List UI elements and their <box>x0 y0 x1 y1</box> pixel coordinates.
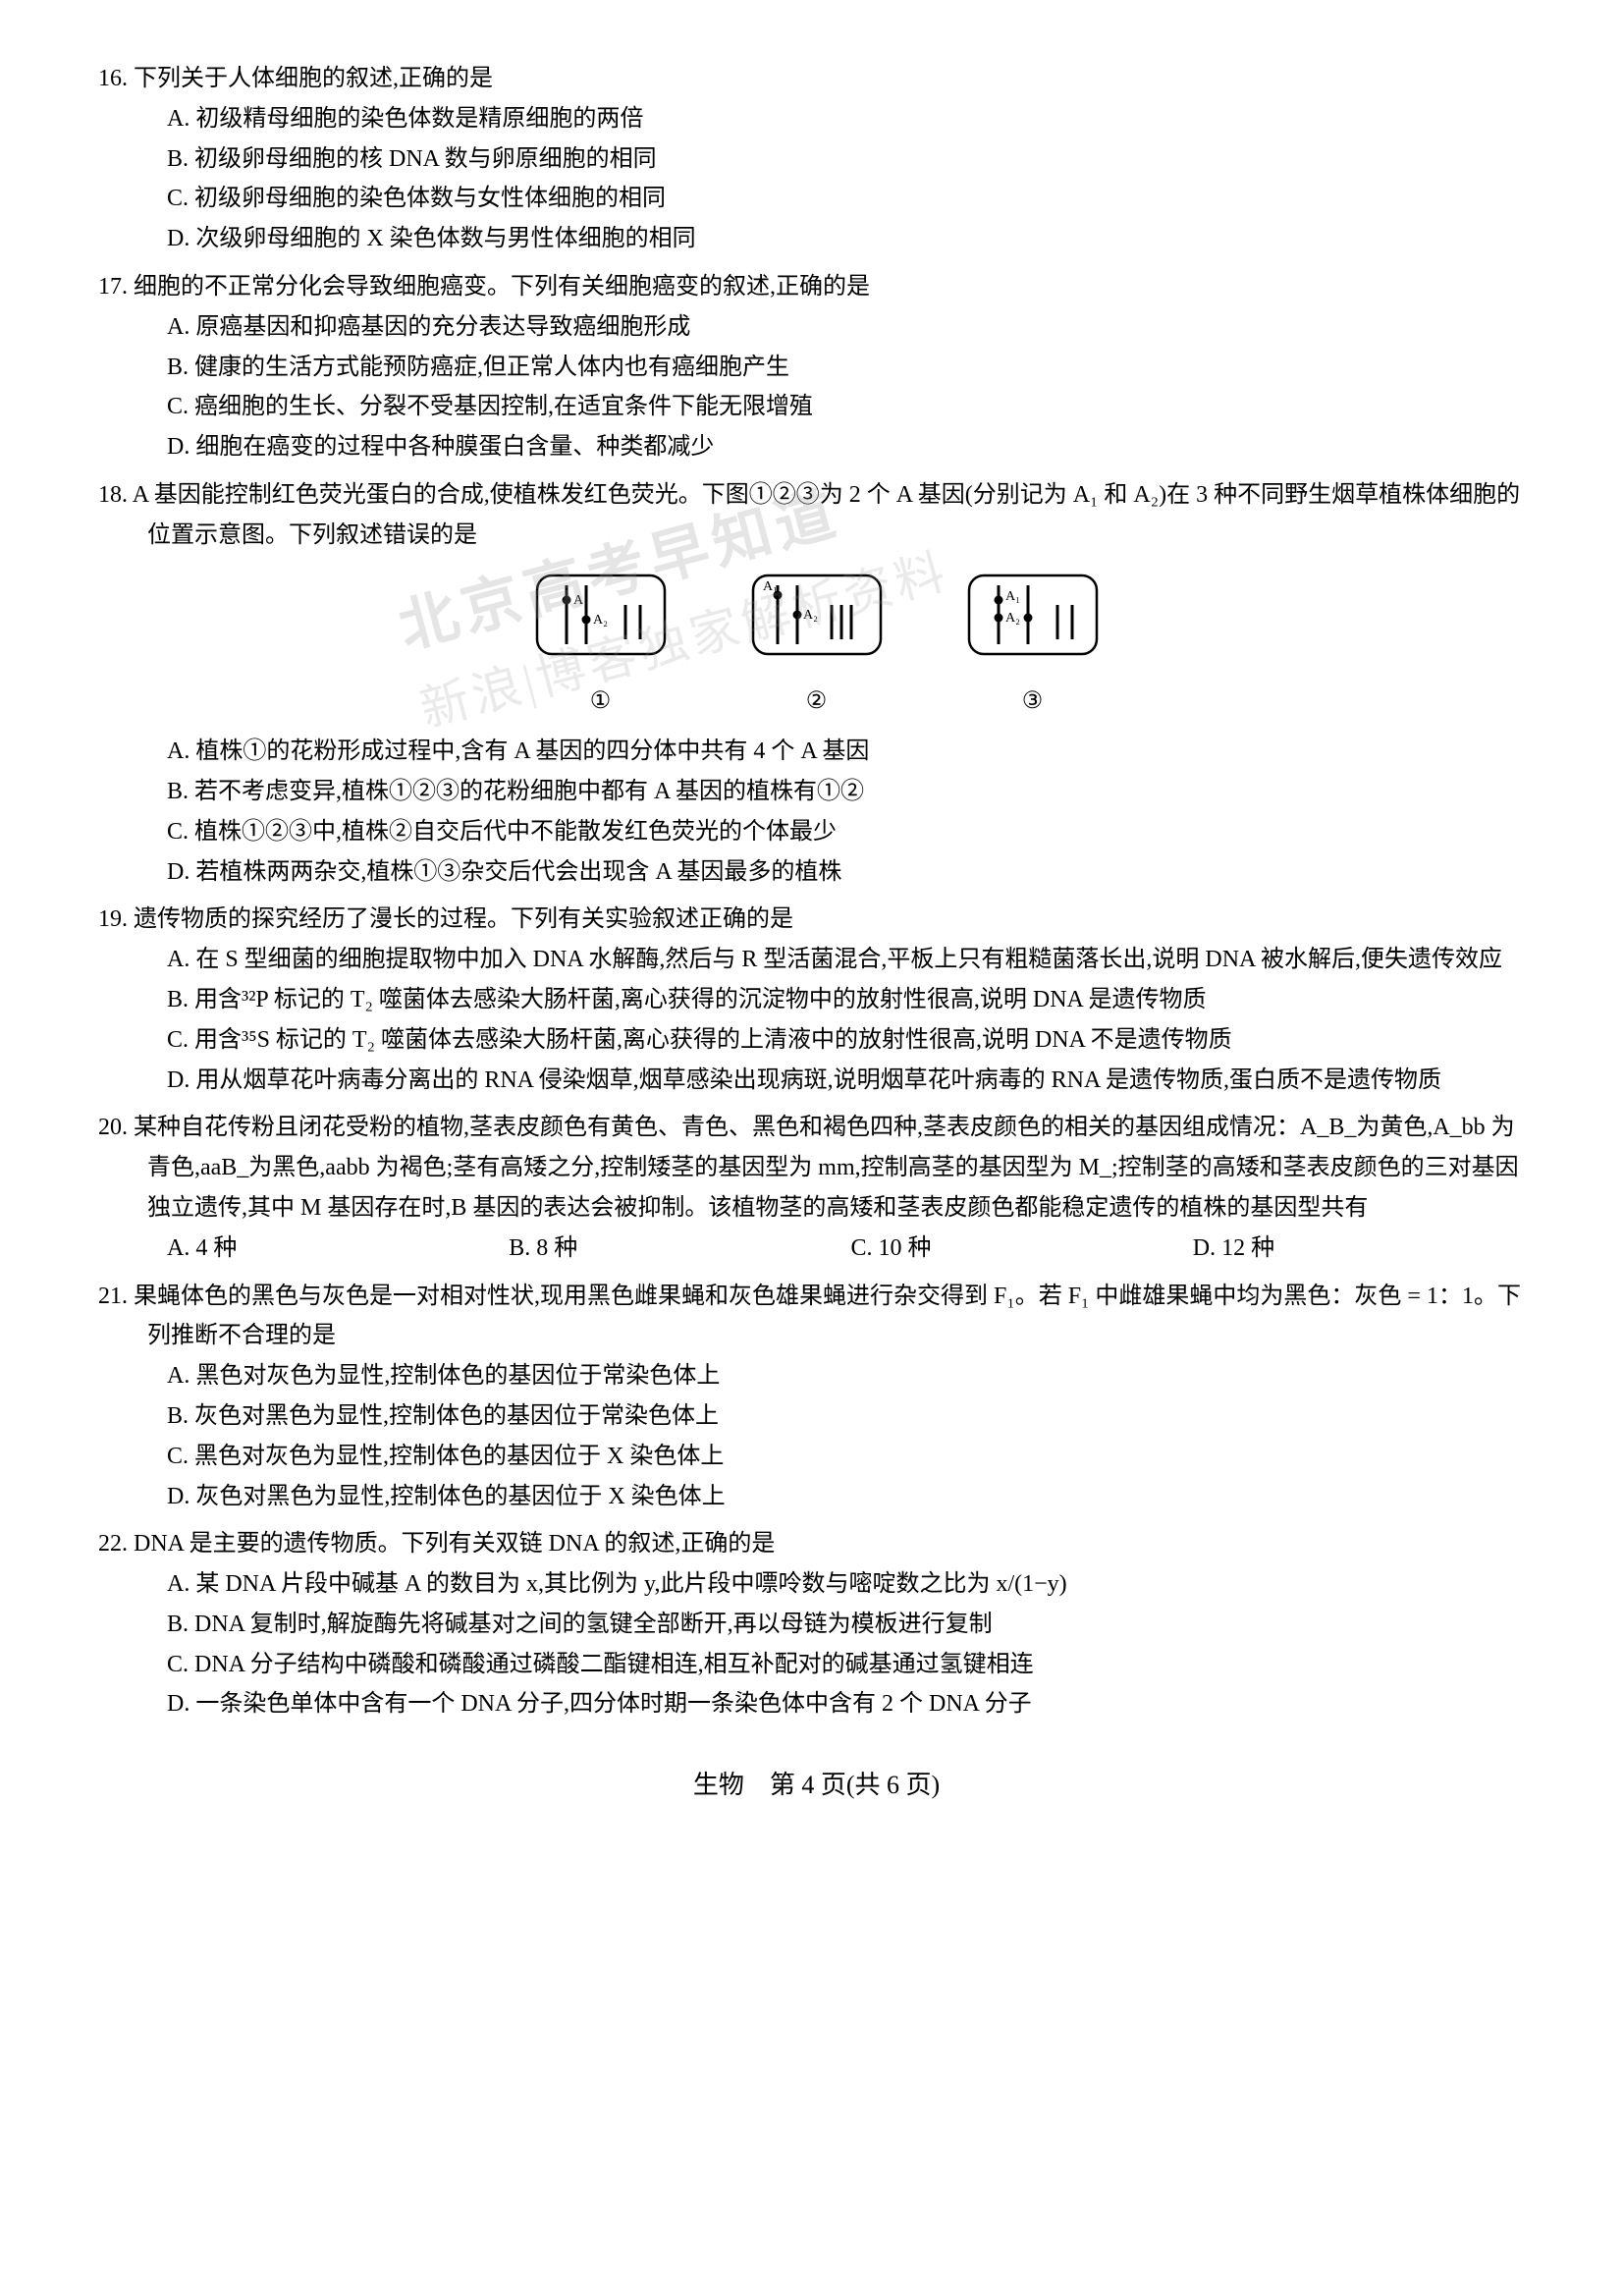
q20-num: 20. <box>98 1115 128 1140</box>
q19-num: 19. <box>98 906 128 932</box>
q21-option-c: C. 黑色对灰色为显性,控制体色的基因位于 X 染色体上 <box>167 1437 1535 1477</box>
q18-stem: 18. A 基因能控制红色荧光蛋白的合成,使植株发红色荧光。下图①②③为 2 个… <box>98 475 1535 556</box>
diagram-3-label: ③ <box>964 682 1102 722</box>
diagram-2-label: ② <box>748 682 886 722</box>
q17-num: 17. <box>98 274 128 300</box>
q16-option-b: B. 初级卵母细胞的核 DNA 数与卵原细胞的相同 <box>167 139 1535 180</box>
q20-option-c: C. 10 种 <box>851 1229 1193 1269</box>
question-17: 17. 细胞的不正常分化会导致细胞癌变。下列有关细胞癌变的叙述,正确的是 A. … <box>98 267 1535 467</box>
q19-stem-text: 遗传物质的探究经历了漫长的过程。下列有关实验叙述正确的是 <box>134 906 793 932</box>
q18-option-d: D. 若植株两两杂交,植株①③杂交后代会出现含 A 基因最多的植株 <box>167 852 1535 893</box>
page-footer: 生物 第 4 页(共 6 页) <box>98 1764 1535 1807</box>
q16-option-d: D. 次级卵母细胞的 X 染色体数与男性体细胞的相同 <box>167 219 1535 259</box>
question-16: 16. 下列关于人体细胞的叙述,正确的是 A. 初级精母细胞的染色体数是精原细胞… <box>98 59 1535 259</box>
q20-stem: 20. 某种自花传粉且闭花受粉的植物,茎表皮颜色有黄色、青色、黑色和褐色四种,茎… <box>98 1108 1535 1228</box>
q20-stem-text: 某种自花传粉且闭花受粉的植物,茎表皮颜色有黄色、青色、黑色和褐色四种,茎表皮颜色… <box>134 1115 1519 1221</box>
q20-option-a: A. 4 种 <box>167 1229 509 1269</box>
q18-num: 18. <box>98 482 128 508</box>
q16-option-a: A. 初级精母细胞的染色体数是精原细胞的两倍 <box>167 99 1535 139</box>
q21-option-b: B. 灰色对黑色为显性,控制体色的基因位于常染色体上 <box>167 1396 1535 1437</box>
q16-stem-text: 下列关于人体细胞的叙述,正确的是 <box>134 66 493 91</box>
question-18: 18. A 基因能控制红色荧光蛋白的合成,使植株发红色荧光。下图①②③为 2 个… <box>98 475 1535 892</box>
cell-svg-1: A₁ A₂ <box>532 571 670 669</box>
question-21: 21. 果蝇体色的黑色与灰色是一对相对性状,现用黑色雌果蝇和灰色雄果蝇进行杂交得… <box>98 1277 1535 1517</box>
svg-text:A₂: A₂ <box>803 608 818 623</box>
q19-option-c: C. 用含³⁵S 标记的 T₂ 噬菌体去感染大肠杆菌,离心获得的上清液中的放射性… <box>167 1020 1535 1061</box>
q22-stem-text: DNA 是主要的遗传物质。下列有关双链 DNA 的叙述,正确的是 <box>134 1531 775 1557</box>
q16-option-c: C. 初级卵母细胞的染色体数与女性体细胞的相同 <box>167 179 1535 219</box>
q19-option-b: B. 用含³²P 标记的 T₂ 噬菌体去感染大肠杆菌,离心获得的沉淀物中的放射性… <box>167 980 1535 1020</box>
q21-option-a: A. 黑色对灰色为显性,控制体色的基因位于常染色体上 <box>167 1356 1535 1396</box>
q22-option-a: A. 某 DNA 片段中碱基 A 的数目为 x,其比例为 y,此片段中嘌呤数与嘧… <box>167 1564 1535 1605</box>
q18-diagrams: A₁ A₂ ① A₁ A₂ <box>98 571 1535 723</box>
svg-text:A₂: A₂ <box>1005 611 1020 626</box>
q19-option-a: A. 在 S 型细菌的细胞提取物中加入 DNA 水解酶,然后与 R 型活菌混合,… <box>167 940 1535 980</box>
q18-option-b: B. 若不考虑变异,植株①②③的花粉细胞中都有 A 基因的植株有①② <box>167 772 1535 812</box>
q17-option-a: A. 原癌基因和抑癌基因的充分表达导致癌细胞形成 <box>167 307 1535 348</box>
diagram-1-label: ① <box>532 682 670 722</box>
q17-option-d: D. 细胞在癌变的过程中各种膜蛋白含量、种类都减少 <box>167 427 1535 467</box>
q21-stem-text: 果蝇体色的黑色与灰色是一对相对性状,现用黑色雌果蝇和灰色雄果蝇进行杂交得到 F₁… <box>134 1284 1521 1349</box>
q21-stem: 21. 果蝇体色的黑色与灰色是一对相对性状,现用黑色雌果蝇和灰色雄果蝇进行杂交得… <box>98 1277 1535 1357</box>
q22-option-b: B. DNA 复制时,解旋酶先将碱基对之间的氢键全部断开,再以母链为模板进行复制 <box>167 1605 1535 1645</box>
q17-option-c: C. 癌细胞的生长、分裂不受基因控制,在适宜条件下能无限增殖 <box>167 387 1535 427</box>
svg-text:A₁: A₁ <box>763 579 778 594</box>
q18-option-c: C. 植株①②③中,植株②自交后代中不能散发红色荧光的个体最少 <box>167 812 1535 852</box>
q22-option-c: C. DNA 分子结构中磷酸和磷酸通过磷酸二酯键相连,相互补配对的碱基通过氢键相… <box>167 1645 1535 1685</box>
q19-option-d: D. 用从烟草花叶病毒分离出的 RNA 侵染烟草,烟草感染出现病斑,说明烟草花叶… <box>167 1061 1535 1101</box>
q20-option-b: B. 8 种 <box>509 1229 850 1269</box>
q22-option-d: D. 一条染色单体中含有一个 DNA 分子,四分体时期一条染色体中含有 2 个 … <box>167 1684 1535 1724</box>
q22-num: 22. <box>98 1531 128 1557</box>
svg-text:A₂: A₂ <box>593 613 608 628</box>
question-20: 20. 某种自花传粉且闭花受粉的植物,茎表皮颜色有黄色、青色、黑色和褐色四种,茎… <box>98 1108 1535 1268</box>
cell-svg-2: A₁ A₂ <box>748 571 886 669</box>
q18-stem-text: A 基因能控制红色荧光蛋白的合成,使植株发红色荧光。下图①②③为 2 个 A 基… <box>133 482 1520 548</box>
q20-option-d: D. 12 种 <box>1193 1229 1535 1269</box>
q22-stem: 22. DNA 是主要的遗传物质。下列有关双链 DNA 的叙述,正确的是 <box>98 1524 1535 1564</box>
svg-text:A₁: A₁ <box>1005 589 1020 604</box>
cell-svg-3: A₁ A₂ <box>964 571 1102 669</box>
q19-stem: 19. 遗传物质的探究经历了漫长的过程。下列有关实验叙述正确的是 <box>98 900 1535 940</box>
diagram-1: A₁ A₂ ① <box>532 571 670 723</box>
question-19: 19. 遗传物质的探究经历了漫长的过程。下列有关实验叙述正确的是 A. 在 S … <box>98 900 1535 1100</box>
q17-stem: 17. 细胞的不正常分化会导致细胞癌变。下列有关细胞癌变的叙述,正确的是 <box>98 267 1535 307</box>
q16-num: 16. <box>98 66 128 91</box>
diagram-3: A₁ A₂ ③ <box>964 571 1102 723</box>
q16-stem: 16. 下列关于人体细胞的叙述,正确的是 <box>98 59 1535 99</box>
q21-num: 21. <box>98 1284 128 1309</box>
q17-stem-text: 细胞的不正常分化会导致细胞癌变。下列有关细胞癌变的叙述,正确的是 <box>134 274 870 300</box>
q17-option-b: B. 健康的生活方式能预防癌症,但正常人体内也有癌细胞产生 <box>167 348 1535 388</box>
q21-option-d: D. 灰色对黑色为显性,控制体色的基因位于 X 染色体上 <box>167 1477 1535 1517</box>
q18-option-a: A. 植株①的花粉形成过程中,含有 A 基因的四分体中共有 4 个 A 基因 <box>167 732 1535 772</box>
diagram-2: A₁ A₂ ② <box>748 571 886 723</box>
question-22: 22. DNA 是主要的遗传物质。下列有关双链 DNA 的叙述,正确的是 A. … <box>98 1524 1535 1724</box>
